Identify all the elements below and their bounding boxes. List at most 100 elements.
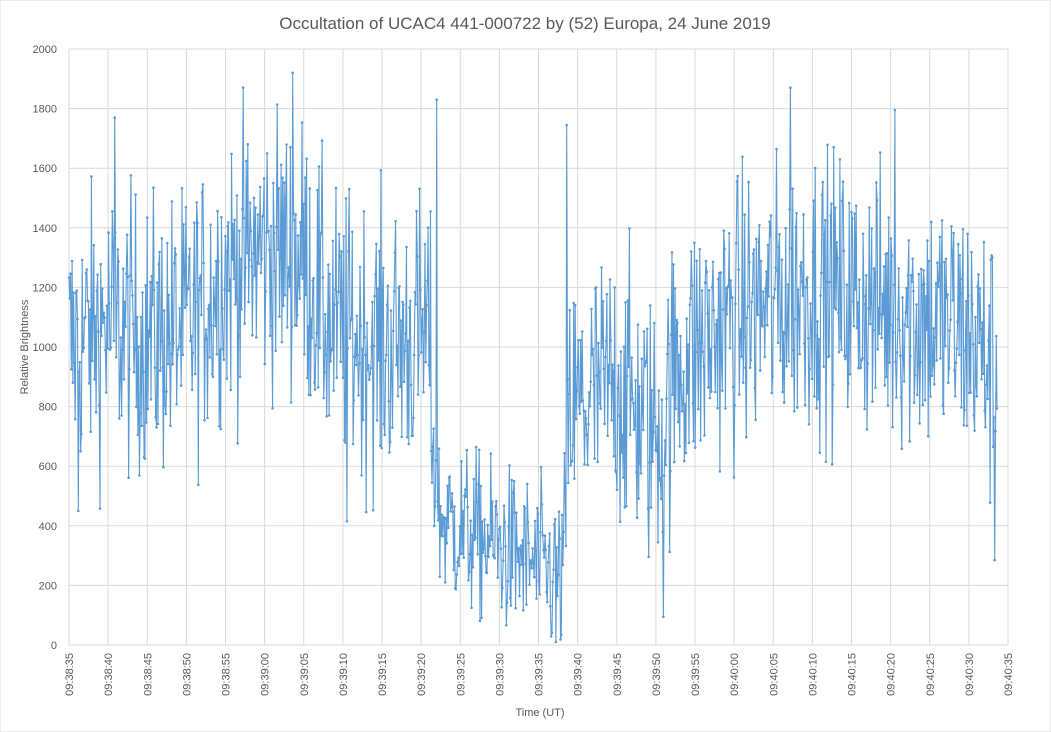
data-point [477,448,481,452]
data-point [478,619,482,623]
data-point [401,300,404,304]
data-point [820,271,823,275]
data-point [207,307,210,311]
data-point [132,370,136,374]
data-point [114,355,118,359]
data-point [84,315,87,319]
data-point [215,353,219,356]
data-point [762,305,766,309]
data-point [479,484,483,488]
x-tick-label: 09:39:50 [651,653,663,696]
data-point [966,232,969,236]
data-point [199,274,202,277]
data-point [310,317,313,321]
data-point [696,328,699,332]
data-point [301,277,305,280]
data-point [837,350,841,354]
data-point [201,183,205,186]
data-point [812,199,815,202]
data-point [232,277,236,281]
data-point [89,430,92,434]
data-point [767,295,770,298]
data-point [217,260,220,263]
data-point [385,353,388,357]
data-point [725,313,729,316]
data-point [915,303,918,306]
data-point [134,193,137,196]
data-point [542,556,546,559]
data-point [563,492,567,495]
data-point [736,174,739,178]
data-point [386,284,390,288]
data-point [943,344,947,348]
data-point [460,552,464,555]
data-point [70,368,73,371]
data-point [874,386,877,389]
data-point [426,279,429,283]
data-point [948,329,952,332]
data-point [143,457,147,460]
data-point [231,258,234,261]
data-point [701,350,705,354]
data-point [850,210,853,214]
data-point [982,240,986,244]
data-point [494,505,497,508]
data-point [872,267,876,270]
x-tick-label: 09:40:25 [925,653,937,696]
data-point [665,397,668,400]
data-point [911,257,914,261]
data-point [902,380,906,383]
gridlines [68,48,1009,646]
data-point [733,403,736,407]
data-point [208,356,212,359]
data-point [514,606,517,610]
data-point [917,272,921,276]
data-point [150,274,154,278]
data-point [690,284,694,287]
data-point [333,303,336,306]
data-point [745,316,749,320]
data-point [864,274,868,277]
data-point [422,390,425,394]
data-point [537,580,541,583]
data-point [989,258,993,262]
data-point [593,457,596,460]
data-point [765,270,768,273]
data-point [92,243,96,247]
data-point [902,357,905,360]
data-point [636,323,640,327]
data-point [149,398,153,401]
y-tick-label: 2000 [33,44,57,56]
data-point [346,347,349,350]
data-point [77,509,80,513]
data-point [887,216,890,219]
data-point [243,322,246,325]
data-point [882,265,886,268]
data-point [184,206,188,209]
data-point [260,257,264,261]
data-point [946,293,949,296]
data-point [167,293,171,297]
data-point [206,416,209,420]
data-point [532,562,535,565]
data-point [193,372,197,376]
data-point [985,364,989,367]
data-point [242,216,246,220]
data-point [971,302,974,306]
data-point [73,361,76,364]
data-point [597,341,600,345]
data-point [622,345,626,349]
data-point [138,412,142,415]
data-point [88,308,92,311]
data-point [441,534,445,538]
data-point [806,276,809,279]
data-point [169,424,172,428]
data-point [568,308,572,312]
data-point [282,181,286,184]
data-point [823,219,827,222]
data-point [426,226,430,229]
data-point [707,386,710,389]
data-point [754,418,757,422]
data-point [434,459,438,462]
data-point [753,386,757,390]
